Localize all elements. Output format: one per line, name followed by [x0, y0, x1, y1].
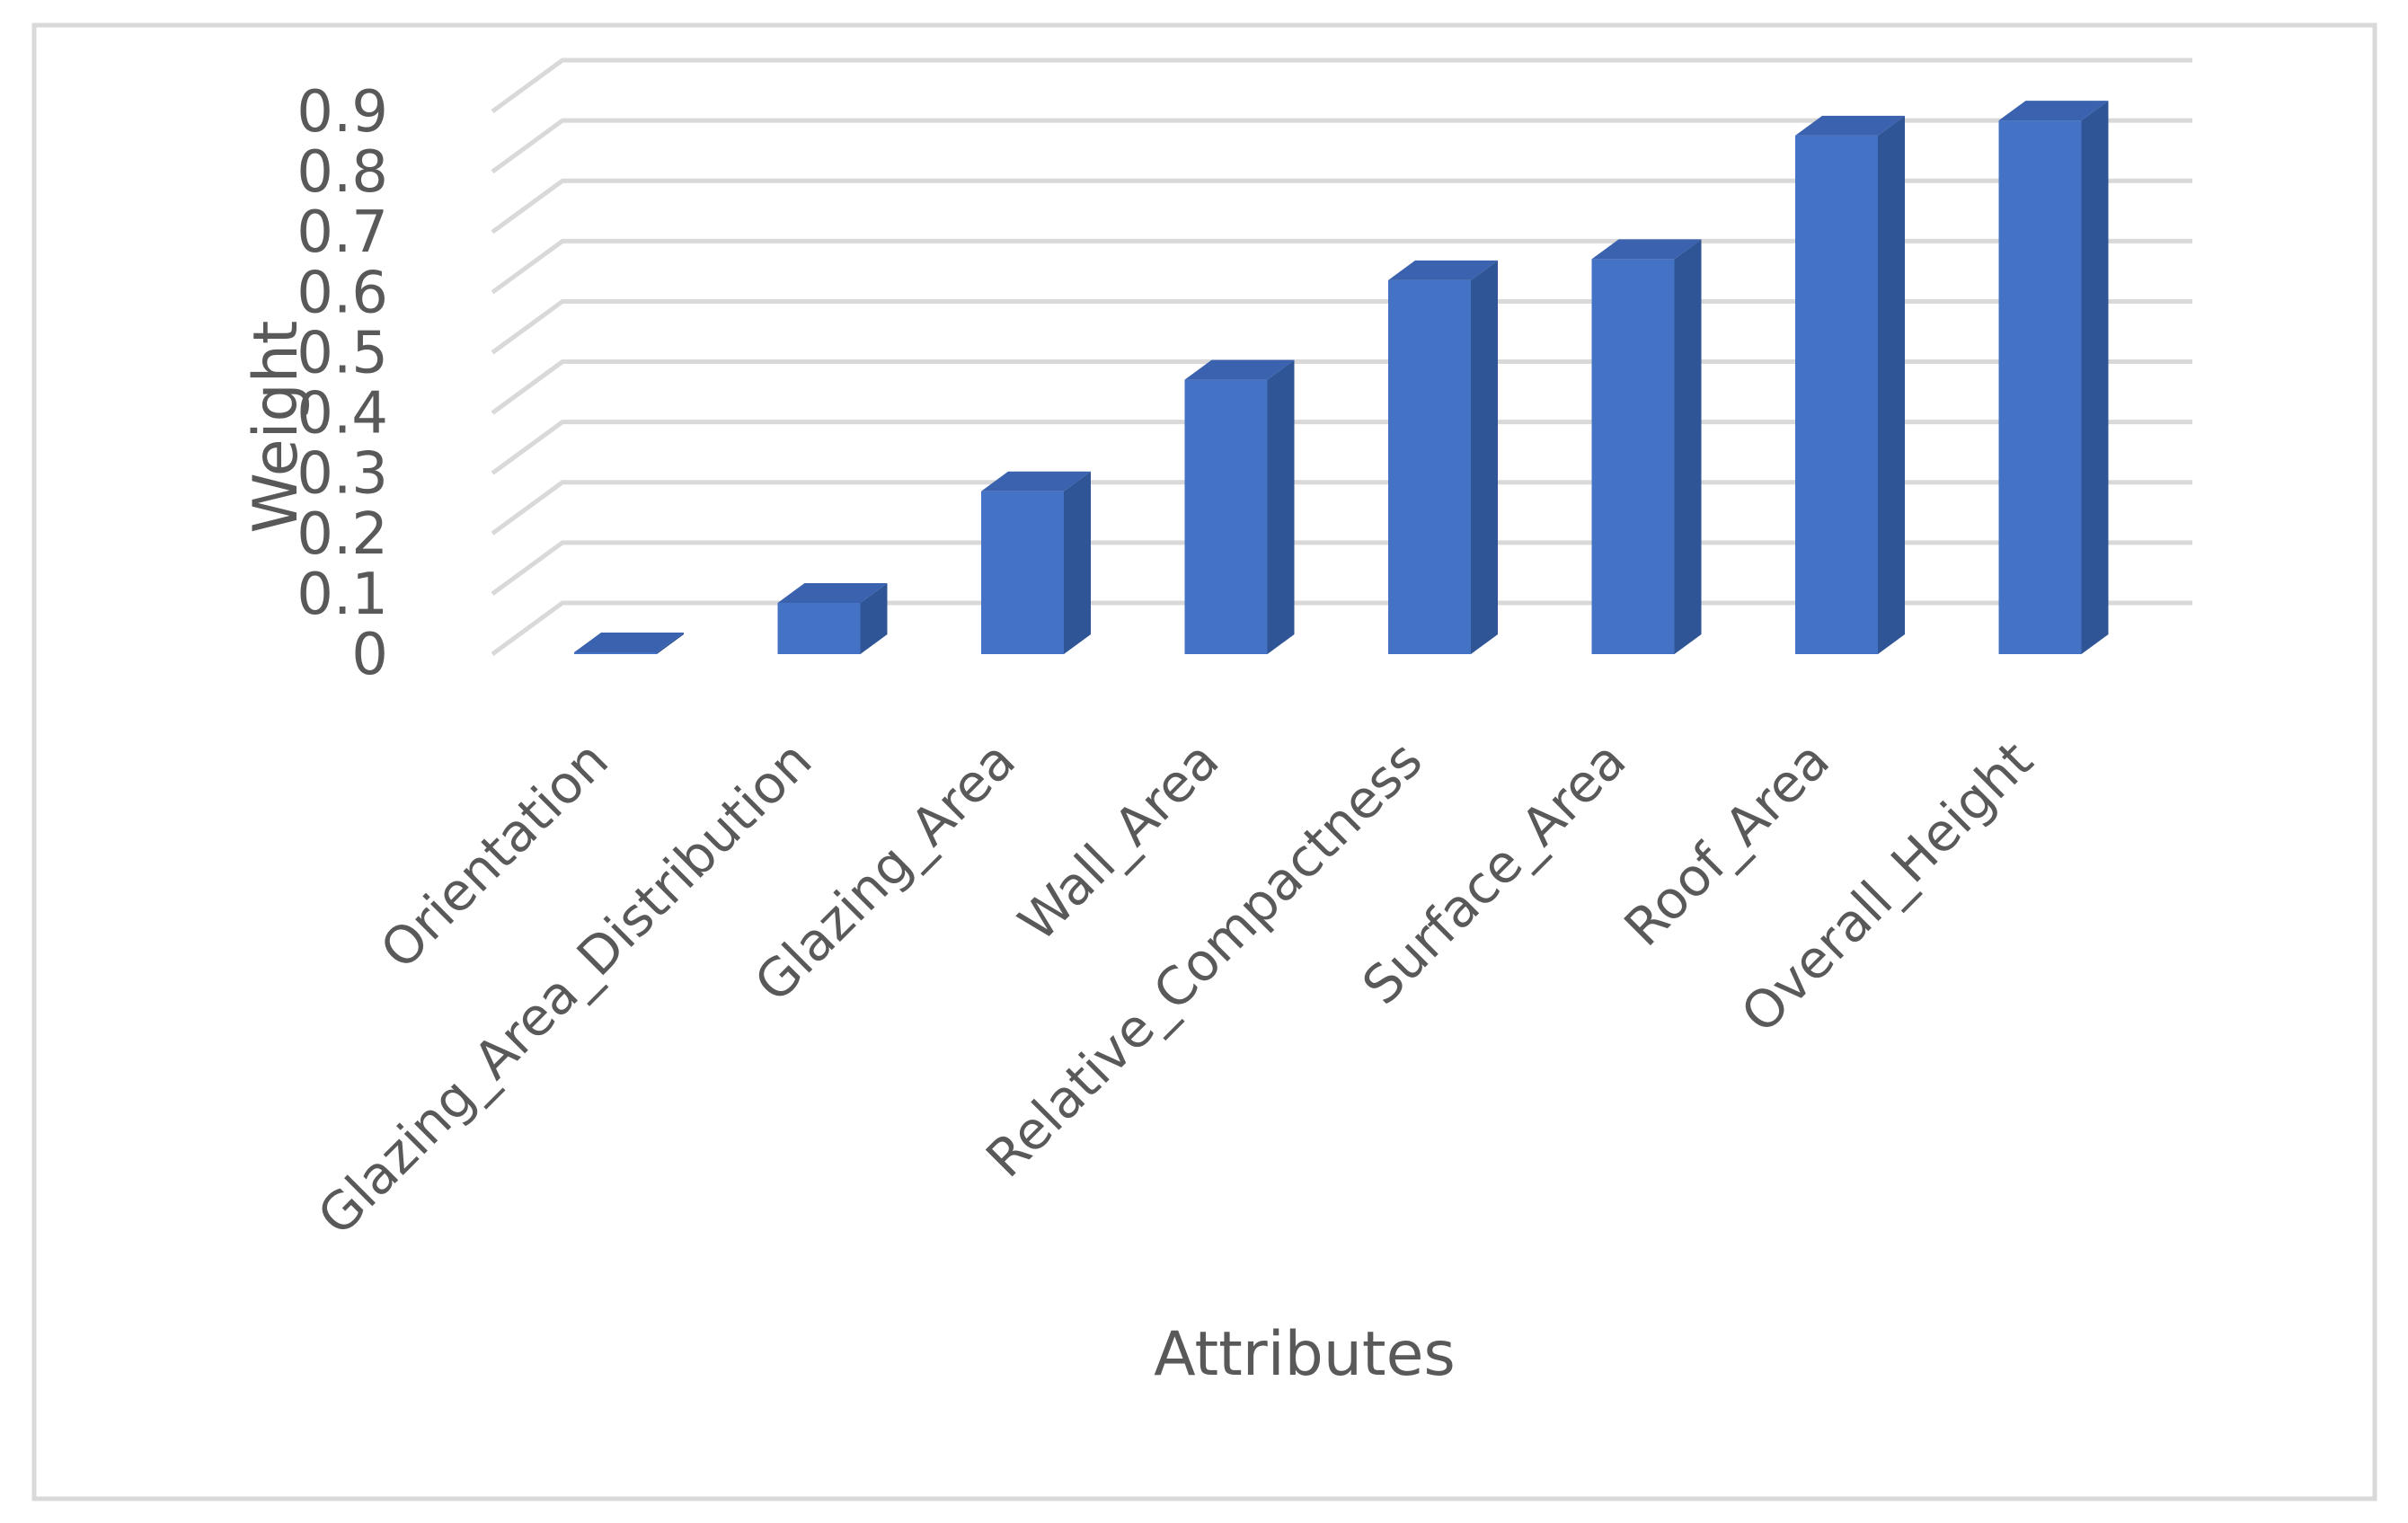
bar-front — [1998, 120, 2082, 655]
chart-frame — [31, 22, 2377, 1501]
bar-side — [2081, 101, 2109, 655]
bar-top — [1795, 115, 1905, 136]
bar-top — [574, 632, 684, 652]
y-tick-label: 0.9 — [297, 79, 388, 146]
bar-top — [1184, 359, 1295, 380]
y-tick-label: 0.5 — [297, 320, 388, 386]
bar-side — [1267, 359, 1295, 654]
bar-side — [657, 632, 684, 654]
y-tick-label: 0.2 — [297, 501, 388, 568]
gridline — [491, 118, 2192, 174]
bar-side — [860, 582, 888, 654]
bar-top — [981, 471, 1091, 491]
bar — [777, 582, 888, 654]
y-tick-label: 0.3 — [297, 441, 388, 508]
bar — [1184, 359, 1295, 654]
bar-front — [574, 651, 657, 654]
bar — [981, 471, 1091, 654]
gridline — [491, 178, 2192, 235]
bar — [1591, 239, 1702, 654]
bar — [574, 632, 684, 654]
y-tick-label: 0 — [351, 622, 388, 688]
bar-front — [1184, 379, 1268, 654]
y-tick-label: 0.7 — [297, 199, 388, 266]
bar-top — [777, 582, 888, 603]
bar-top — [1998, 101, 2109, 121]
bar-front — [1388, 279, 1471, 654]
x-axis-title: Attributes — [1154, 1319, 1456, 1390]
bar-side — [1878, 115, 1905, 654]
bar-top — [1591, 239, 1702, 260]
bar-side — [1064, 471, 1091, 654]
bar — [1388, 260, 1498, 654]
y-axis-title: Weight — [241, 321, 312, 534]
y-tick-label: 0.4 — [297, 381, 388, 447]
bar-front — [1591, 259, 1675, 654]
bar — [1795, 115, 1905, 654]
y-axis-ticks: 00.10.20.30.40.50.60.70.80.9 — [297, 79, 388, 688]
gridline — [491, 58, 2192, 114]
y-tick-label: 0.1 — [297, 562, 388, 628]
y-tick-label: 0.6 — [297, 260, 388, 326]
bar-top — [1388, 260, 1498, 280]
bar — [1998, 101, 2109, 655]
bar-front — [1795, 135, 1878, 654]
bar-side — [1471, 260, 1498, 654]
bars — [574, 101, 2109, 655]
bar-front — [777, 602, 861, 654]
bar-front — [981, 491, 1064, 654]
y-tick-label: 0.8 — [297, 139, 388, 206]
bar-side — [1674, 239, 1702, 654]
